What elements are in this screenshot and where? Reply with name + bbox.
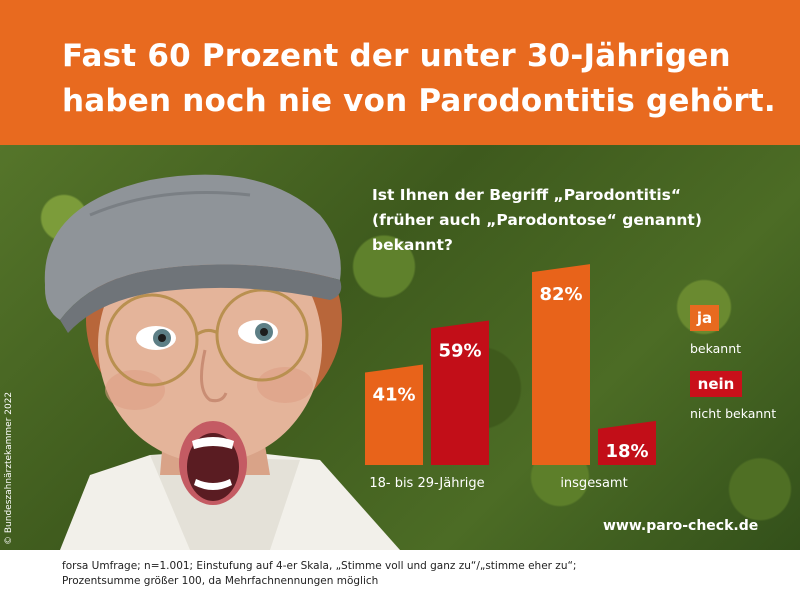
- category-label-age-18-29: 18- bis 29-Jährige: [369, 476, 484, 491]
- legend-ja-label: bekannt: [690, 341, 742, 356]
- headline: Fast 60 Prozent der unter 30-Jährigen ha…: [62, 34, 782, 124]
- footnote: forsa Umfrage; n=1.001; Einstufung auf 4…: [0, 550, 800, 600]
- category-label-total: insgesamt: [560, 476, 627, 491]
- headline-line-2: haben noch nie von Parodontitis gehört.: [62, 83, 776, 119]
- bar-ja-age-18-29: [365, 364, 423, 465]
- footnote-line-1: forsa Umfrage; n=1.001; Einstufung auf 4…: [62, 560, 577, 572]
- headline-banner: Fast 60 Prozent der unter 30-Jährigen ha…: [0, 0, 800, 145]
- legend-nein-badge: nein: [690, 371, 742, 397]
- surprised-woman-illustration: [44, 174, 400, 550]
- value-label-ja-total: 82%: [539, 284, 582, 305]
- website-link[interactable]: www.paro-check.de: [603, 518, 759, 534]
- question-line-1: Ist Ihnen der Begriff „Parodontitis“: [372, 186, 682, 204]
- question-line-2: (früher auch „Parodontose“ genannt): [372, 211, 702, 229]
- background-photo: [0, 145, 800, 550]
- headline-line-1: Fast 60 Prozent der unter 30-Jährigen: [62, 38, 731, 74]
- value-label-nein-total: 18%: [605, 441, 648, 462]
- value-label-ja-age-18-29: 41%: [372, 385, 415, 406]
- question-line-3: bekannt?: [372, 236, 453, 254]
- bar-ja-total: [532, 264, 590, 465]
- bar-nein-total: [598, 420, 656, 465]
- bar-nein-age-18-29: [431, 320, 489, 465]
- legend-nein-label: nicht bekannt: [690, 406, 777, 421]
- copyright-notice: © Bundeszahnärztekammer 2022: [4, 391, 14, 545]
- value-label-nein-age-18-29: 59%: [438, 340, 481, 361]
- footnote-line-2: Prozentsumme größer 100, da Mehrfachnenn…: [62, 575, 379, 587]
- survey-question: Ist Ihnen der Begriff „Parodontitis“ (fr…: [372, 183, 792, 258]
- legend-ja-badge: ja: [690, 305, 719, 331]
